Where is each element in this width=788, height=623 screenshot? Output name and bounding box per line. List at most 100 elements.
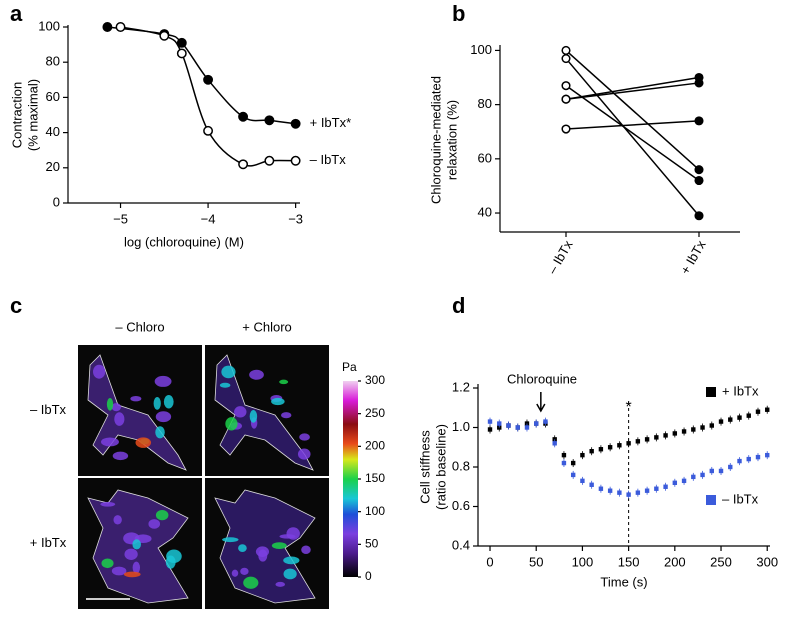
annotation: Chloroquine [507,371,577,386]
data-point [654,486,659,491]
data-point [534,421,539,426]
data-point [515,425,520,430]
x-tick-label: + IbTx [677,237,708,277]
stress-spot [221,365,236,379]
data-point [672,480,678,485]
x-tick-label: 300 [756,554,778,569]
pair-line [565,58,700,217]
colorbar-tick-label: 250 [365,406,385,420]
data-point [102,22,113,32]
stress-spot [155,509,169,521]
data-point [709,423,714,428]
stress-spot [130,395,142,402]
x-axis-label: log (chloroquine) (M) [124,234,244,249]
stress-spot [154,375,172,387]
data-point [607,488,613,493]
stress-spot [249,410,258,423]
stress-spot [163,394,174,409]
colorbar [343,381,358,577]
stress-spot [275,581,286,587]
stress-spot [113,515,122,525]
stress-spot [106,397,114,411]
y-axis-label: Contraction [9,82,24,148]
colorbar-tick-label: 100 [365,504,385,518]
fit-curve [107,26,296,125]
data-point [176,37,187,48]
data-point [694,78,704,88]
data-point [654,435,659,440]
data-point [561,81,571,91]
y-tick-label: 80 [46,54,60,69]
y-axis-label: relaxation (%) [444,100,459,180]
stress-spot [111,566,127,576]
data-point [746,456,751,462]
colorbar-tick-label: 50 [365,537,379,551]
panel-label: b [452,1,465,26]
data-point [700,425,705,430]
legend-label: + IbTx [722,383,759,398]
stress-spot [135,437,152,448]
fit-curve [120,26,296,167]
y-tick-label: 40 [478,204,492,219]
data-point [644,488,650,493]
y-tick-label: 80 [478,96,492,111]
stress-spot [100,437,119,447]
data-point [264,155,275,166]
data-point [506,423,511,428]
data-point [755,409,761,414]
stress-spot [222,537,239,543]
pair-line [565,49,700,171]
x-tick-label: 150 [618,554,640,569]
y-tick-label: 0 [53,194,60,209]
data-point [203,74,214,85]
data-point [487,419,493,424]
stress-spot [155,411,172,423]
stress-spot [271,542,287,550]
data-point [737,458,742,464]
stress-spot [297,448,311,460]
colorbar-tick-label: 150 [365,471,385,485]
panel-label: c [10,293,22,318]
stress-spot [100,501,116,507]
stress-spot [279,534,296,539]
y-tick-label: 60 [46,89,60,104]
x-tick-label: −3 [288,211,303,226]
stress-spot [281,412,292,419]
stress-spot [271,397,285,406]
data-point [626,441,631,446]
colorbar-tick-label: 300 [365,373,385,387]
annotation: * [626,399,632,416]
data-point [561,460,567,466]
data-point [580,452,585,458]
data-point [700,472,705,478]
y-tick-label: 40 [46,124,60,139]
data-point [718,419,724,424]
x-axis-label: Time (s) [600,574,647,589]
x-tick-label: 200 [664,554,686,569]
series-label: + IbTx* [310,115,352,130]
data-point [561,45,571,55]
stress-spot [101,558,114,569]
row-label: + IbTx [30,535,67,550]
stress-spot [279,379,289,385]
x-tick-label: 100 [572,554,594,569]
y-tick-label: 0.4 [452,537,470,552]
data-point [728,417,733,422]
data-point [290,118,301,129]
data-point [737,415,742,420]
data-point [635,439,641,444]
data-point [264,115,275,126]
data-point [176,48,187,59]
y-axis-label: (ratio baseline) [433,424,448,510]
data-point [159,30,170,41]
colorbar-tick-label: 0 [365,569,372,583]
data-point [607,445,613,450]
data-point [765,407,770,412]
stress-spot [255,546,270,557]
data-point [755,454,761,460]
y-tick-label: 60 [478,150,492,165]
stress-spot [283,568,297,580]
data-point [672,431,678,436]
data-point [663,433,668,438]
x-tick-label: −4 [201,211,216,226]
